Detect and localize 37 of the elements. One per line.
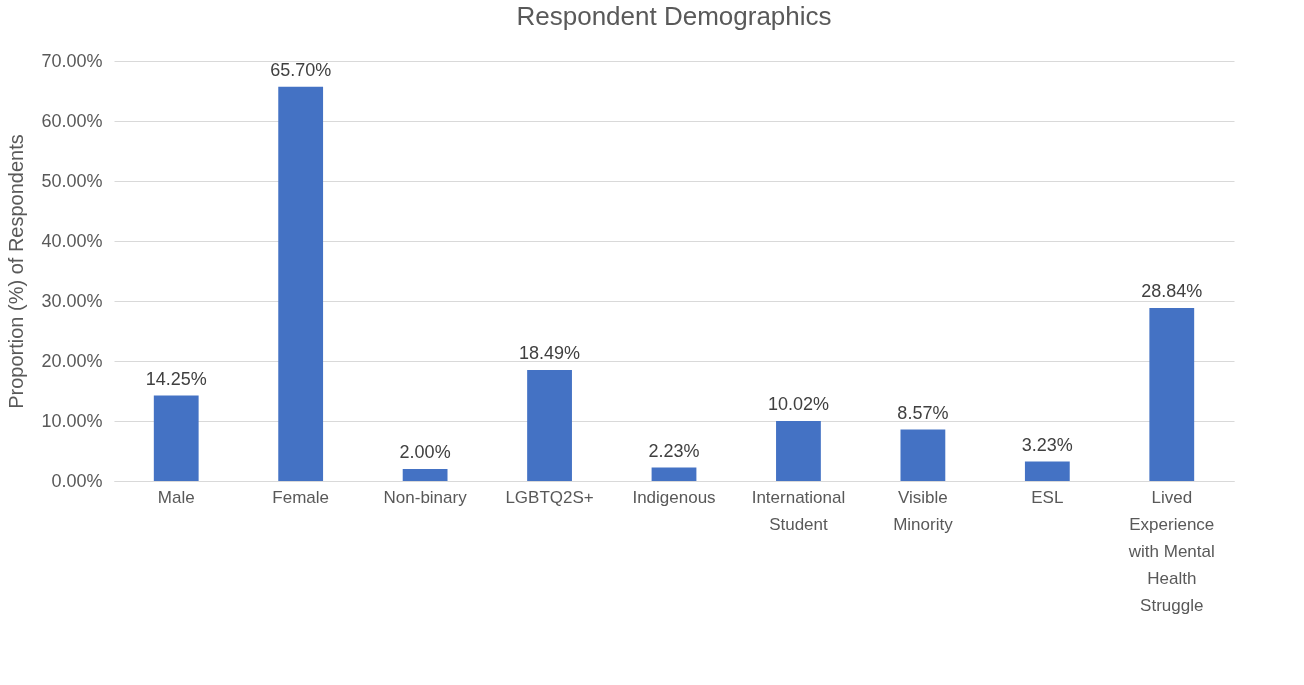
bar xyxy=(900,429,946,481)
x-tick-label: Visible Minority xyxy=(893,487,954,534)
y-tick-label: 0.00% xyxy=(51,470,103,491)
data-label: 28.84% xyxy=(1141,280,1203,301)
chart-title: Respondent Demographics xyxy=(516,1,832,31)
y-axis-title: Proportion (%) of Respondents xyxy=(5,134,28,409)
data-label: 18.49% xyxy=(519,343,581,364)
data-label: 14.25% xyxy=(145,368,207,389)
data-label: 8.57% xyxy=(897,402,949,423)
x-tick-label: Lived Experience with Mental Health Struggle xyxy=(1127,487,1215,615)
bar xyxy=(1024,461,1070,481)
x-tick-label: Female xyxy=(272,487,330,507)
y-tick-label: 20.00% xyxy=(41,350,103,371)
x-tick-label: LGBTQ2S+ xyxy=(505,487,594,507)
x-tick-label: Non-binary xyxy=(383,487,468,507)
data-label: 2.00% xyxy=(399,442,451,462)
y-tick-label: 10.00% xyxy=(41,410,103,431)
y-tick-label: 60.00% xyxy=(41,110,103,131)
data-label: 65.70% xyxy=(270,59,332,80)
bar xyxy=(278,86,324,481)
bar xyxy=(153,395,199,481)
bar xyxy=(1149,307,1195,481)
y-tick-label: 40.00% xyxy=(41,230,103,251)
x-tick-label: Male xyxy=(157,487,195,507)
bar xyxy=(651,467,697,481)
bar xyxy=(527,370,572,481)
x-tick-label: ESL xyxy=(1031,487,1064,507)
y-tick-label: 50.00% xyxy=(41,170,103,191)
x-tick-label: International Student xyxy=(751,487,846,534)
data-label: 10.02% xyxy=(767,393,829,414)
y-tick-label: 70.00% xyxy=(41,50,103,71)
data-label: 3.23% xyxy=(1021,434,1073,455)
bar xyxy=(776,420,821,481)
data-label: 2.23% xyxy=(648,440,700,461)
bar xyxy=(402,469,448,481)
x-tick-label: Indigenous xyxy=(632,487,716,507)
y-tick-label: 30.00% xyxy=(41,290,103,311)
